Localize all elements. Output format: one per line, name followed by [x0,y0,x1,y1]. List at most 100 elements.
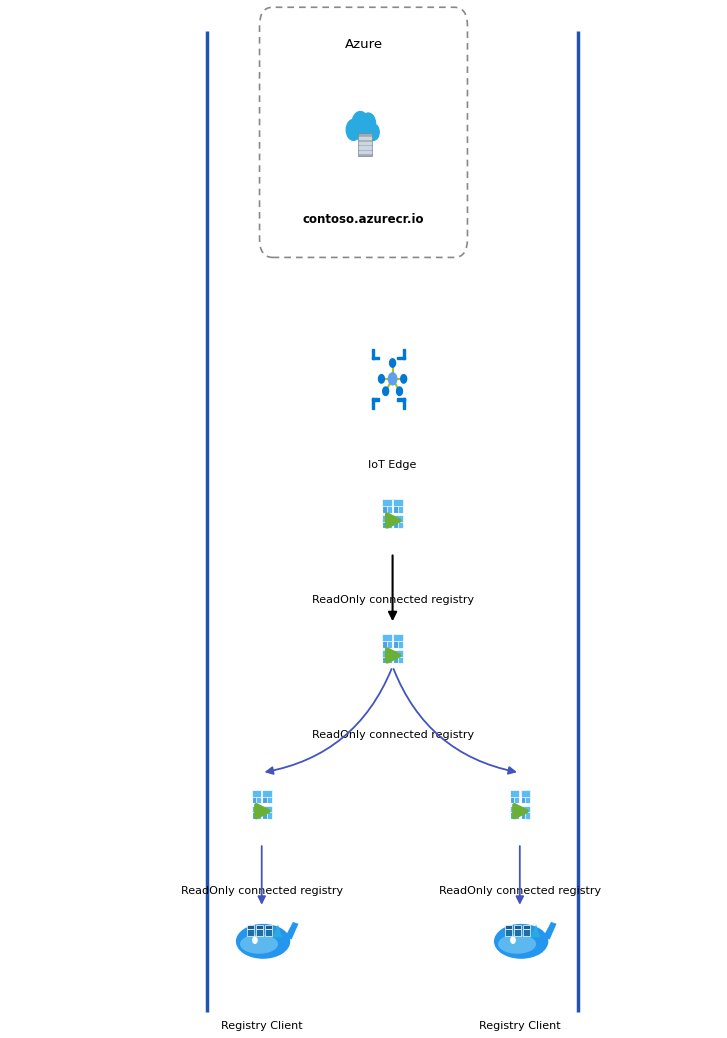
Bar [246,925,254,929]
Bar [387,634,392,648]
Ellipse shape [494,924,548,959]
Bar [382,499,392,513]
Bar [393,515,403,528]
Bar [256,925,263,929]
Bar [262,805,272,812]
Text: ReadOnly connected registry: ReadOnly connected registry [311,595,474,605]
Bar [252,790,261,797]
Bar [387,650,392,663]
Bar [398,515,403,528]
Bar [359,151,371,154]
Bar [252,805,261,812]
Bar [262,790,272,803]
Bar [265,925,273,929]
FancyBboxPatch shape [260,7,467,257]
Circle shape [346,119,361,140]
Bar [515,805,519,819]
Bar [393,515,403,521]
Text: contoso.azurecr.io: contoso.azurecr.io [302,213,425,226]
Bar [514,925,521,929]
Bar [371,399,374,409]
Bar [525,790,530,803]
Bar [387,515,392,528]
Circle shape [356,125,368,141]
Text: Registry Client: Registry Client [221,1020,302,1031]
Bar [267,805,272,819]
Bar [521,790,530,797]
Circle shape [396,387,403,395]
Circle shape [253,937,257,944]
Circle shape [361,113,376,134]
Circle shape [388,373,397,385]
Polygon shape [543,922,556,939]
Bar [252,790,261,803]
Bar [505,929,513,935]
Bar [505,925,513,929]
Bar [382,634,392,648]
Text: IoT Edge: IoT Edge [369,460,417,470]
Bar [398,357,405,359]
Bar [387,499,392,513]
Bar [359,141,371,144]
Bar [521,805,530,812]
Bar [398,650,403,663]
Bar [371,357,379,359]
Bar [267,790,272,803]
Bar [246,929,254,935]
Bar [521,790,530,803]
Bar [256,929,263,935]
Bar [393,634,403,641]
Circle shape [379,375,385,383]
Bar [382,515,392,528]
Polygon shape [273,925,282,937]
Circle shape [511,937,515,944]
Bar [521,805,530,819]
Ellipse shape [240,934,278,954]
Text: ReadOnly connected registry: ReadOnly connected registry [438,885,601,896]
Bar [371,399,379,401]
Ellipse shape [236,924,290,959]
Bar [398,499,403,513]
Bar [393,650,403,656]
Bar [359,137,371,139]
Circle shape [382,387,389,395]
Bar [257,805,261,819]
Bar [398,399,405,401]
Bar [510,805,519,812]
Bar [393,650,403,663]
Bar [403,399,405,409]
Bar [510,790,519,803]
Circle shape [352,111,369,136]
Bar [371,349,374,359]
Bar [262,805,272,819]
Circle shape [390,359,395,367]
Bar [393,499,403,507]
Text: ReadOnly connected registry: ReadOnly connected registry [311,730,474,740]
Bar [393,499,403,513]
Text: ReadOnly connected registry: ReadOnly connected registry [180,885,343,896]
Bar [514,929,521,935]
Bar [265,929,273,935]
Bar [382,650,392,656]
Bar [252,805,261,819]
FancyBboxPatch shape [358,133,371,156]
Bar [398,634,403,648]
Bar [257,790,261,803]
Bar [393,634,403,648]
Bar [515,790,519,803]
Bar [359,146,371,148]
Bar [382,650,392,663]
Polygon shape [531,925,540,937]
Circle shape [368,124,379,140]
Bar [262,790,272,797]
Bar [382,634,392,641]
Bar [510,790,519,797]
Bar [523,925,531,929]
Bar [382,499,392,507]
Bar [403,349,405,359]
Bar [523,929,531,935]
Ellipse shape [498,934,536,954]
Text: Registry Client: Registry Client [479,1020,561,1031]
Text: Azure: Azure [345,38,382,52]
Circle shape [401,375,406,383]
